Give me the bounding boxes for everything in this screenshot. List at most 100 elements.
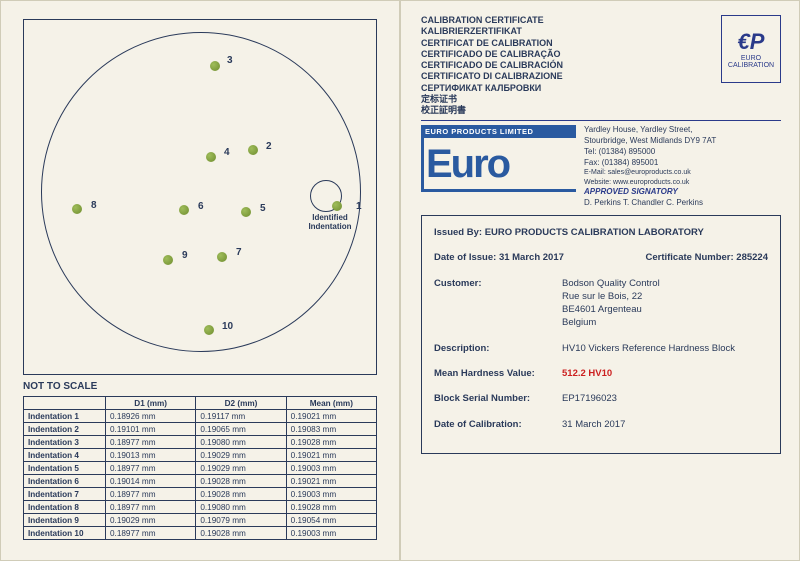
row-name: Indentation 1 <box>24 410 106 423</box>
row-d1: 0.19029 mm <box>106 514 196 527</box>
company-banner: EURO PRODUCTS LIMITED <box>421 125 576 138</box>
row-mean: 0.19003 mm <box>286 527 376 540</box>
description-label: Description: <box>434 342 562 355</box>
row-d1: 0.19101 mm <box>106 423 196 436</box>
row-d2: 0.19028 mm <box>196 488 286 501</box>
row-d2: 0.19028 mm <box>196 475 286 488</box>
indentation-label-8: 8 <box>91 200 97 211</box>
customer-2: Rue sur le Bois, 22 <box>562 291 642 302</box>
euro-wordmark: Euro <box>421 138 576 192</box>
serial-value: EP17196023 <box>562 393 617 404</box>
indentation-dot-6 <box>179 205 189 215</box>
company-address: Yardley House, Yardley Street, Stourbrid… <box>584 125 781 209</box>
euro-calibration-logo: €P EURO CALIBRATION <box>721 15 781 83</box>
row-d2: 0.19029 mm <box>196 449 286 462</box>
row-d1: 0.18977 mm <box>106 527 196 540</box>
indentation-dot-7 <box>217 252 227 262</box>
row-d1: 0.18977 mm <box>106 462 196 475</box>
row-mean: 0.19028 mm <box>286 436 376 449</box>
cal-date-label: Date of Calibration: <box>434 418 562 431</box>
customer-1: Bodson Quality Control <box>562 278 660 289</box>
description-value: HV10 Vickers Reference Hardness Block <box>562 343 735 354</box>
title-es: CERTIFICADO DE CALIBRACIÓN <box>421 60 563 71</box>
customer-4: Belgium <box>562 317 596 328</box>
mean-hardness-value: 512.2 HV10 <box>562 368 612 379</box>
title-zh: 定标证书 <box>421 94 563 105</box>
title-en: CALIBRATION CERTIFICATE <box>421 15 563 26</box>
col-d1: D1 (mm) <box>106 397 196 410</box>
row-d1: 0.19014 mm <box>106 475 196 488</box>
row-d1: 0.18977 mm <box>106 501 196 514</box>
title-it: CERTIFICATO DI CALIBRAZIONE <box>421 71 563 82</box>
table-row: Indentation 40.19013 mm0.19029 mm0.19021… <box>24 449 377 462</box>
indentation-dot-5 <box>241 207 251 217</box>
row-d2: 0.19079 mm <box>196 514 286 527</box>
row-d2: 0.19117 mm <box>196 410 286 423</box>
row-name: Indentation 8 <box>24 501 106 514</box>
table-row: Indentation 20.19101 mm0.19065 mm0.19083… <box>24 423 377 436</box>
certificate-titles: CALIBRATION CERTIFICATE KALIBRIERZERTIFI… <box>421 15 563 116</box>
indentation-label-4: 4 <box>224 147 230 158</box>
addr-line2: Stourbridge, West Midlands DY9 7AT <box>584 136 781 147</box>
identified-indentation-label: Identified Indentation <box>302 214 358 232</box>
row-name: Indentation 6 <box>24 475 106 488</box>
ep-symbol: €P <box>738 29 765 55</box>
row-d2: 0.19080 mm <box>196 436 286 449</box>
indentation-dot-2 <box>248 145 258 155</box>
row-d2: 0.19065 mm <box>196 423 286 436</box>
row-mean: 0.19021 mm <box>286 475 376 488</box>
issued-by-value: EURO PRODUCTS CALIBRATION LABORATORY <box>485 227 704 238</box>
row-d1: 0.18926 mm <box>106 410 196 423</box>
signatories: D. Perkins T. Chandler C. Perkins <box>584 198 781 209</box>
date-issue-label: Date of Issue: <box>434 252 496 263</box>
row-d1: 0.18977 mm <box>106 436 196 449</box>
certificate-header: CALIBRATION CERTIFICATE KALIBRIERZERTIFI… <box>421 15 781 116</box>
left-page: Identified Indentation 12345678910 NOT T… <box>0 0 400 561</box>
indentation-dot-1 <box>332 201 342 211</box>
indentation-label-1: 1 <box>356 201 362 212</box>
indentation-diagram: Identified Indentation 12345678910 <box>23 19 377 375</box>
row-d1: 0.18977 mm <box>106 488 196 501</box>
approved-signatory-label: APPROVED SIGNATORY <box>584 187 781 198</box>
table-row: Indentation 80.18977 mm0.19080 mm0.19028… <box>24 501 377 514</box>
row-name: Indentation 10 <box>24 527 106 540</box>
indentation-dot-3 <box>210 61 220 71</box>
table-row: Indentation 60.19014 mm0.19028 mm0.19021… <box>24 475 377 488</box>
row-mean: 0.19021 mm <box>286 449 376 462</box>
mean-hardness-label: Mean Hardness Value: <box>434 367 562 380</box>
indentation-label-10: 10 <box>222 321 233 332</box>
addr-email: E-Mail: sales@europroducts.co.uk <box>584 168 781 177</box>
cert-no-label: Certificate Number: <box>645 252 733 263</box>
addr-fax: Fax: (01384) 895001 <box>584 158 781 169</box>
euro-products-logo: EURO PRODUCTS LIMITED Euro <box>421 125 576 199</box>
company-row: EURO PRODUCTS LIMITED Euro Yardley House… <box>421 125 781 209</box>
table-row: Indentation 90.19029 mm0.19079 mm0.19054… <box>24 514 377 527</box>
table-row: Indentation 50.18977 mm0.19029 mm0.19003… <box>24 462 377 475</box>
row-name: Indentation 2 <box>24 423 106 436</box>
row-name: Indentation 4 <box>24 449 106 462</box>
row-mean: 0.19003 mm <box>286 462 376 475</box>
row-name: Indentation 7 <box>24 488 106 501</box>
serial-label: Block Serial Number: <box>434 392 562 405</box>
row-d2: 0.19080 mm <box>196 501 286 514</box>
indentation-label-6: 6 <box>198 201 204 212</box>
indentation-dot-10 <box>204 325 214 335</box>
row-mean: 0.19021 mm <box>286 410 376 423</box>
date-issue-value: 31 March 2017 <box>499 252 564 263</box>
col-mean: Mean (mm) <box>286 397 376 410</box>
addr-web: Website: www.europroducts.co.uk <box>584 178 781 187</box>
row-mean: 0.19054 mm <box>286 514 376 527</box>
ep-line1: EURO <box>741 55 761 62</box>
col-blank <box>24 397 106 410</box>
addr-tel: Tel: (01384) 895000 <box>584 147 781 158</box>
indentation-label-2: 2 <box>266 141 272 152</box>
row-name: Indentation 9 <box>24 514 106 527</box>
customer-block: Bodson Quality Control Rue sur le Bois, … <box>562 277 660 330</box>
indentation-dot-4 <box>206 152 216 162</box>
row-mean: 0.19003 mm <box>286 488 376 501</box>
addr-line1: Yardley House, Yardley Street, <box>584 125 781 136</box>
cal-date-value: 31 March 2017 <box>562 419 625 430</box>
row-d2: 0.19028 mm <box>196 527 286 540</box>
col-d2: D2 (mm) <box>196 397 286 410</box>
indentation-dot-8 <box>72 204 82 214</box>
